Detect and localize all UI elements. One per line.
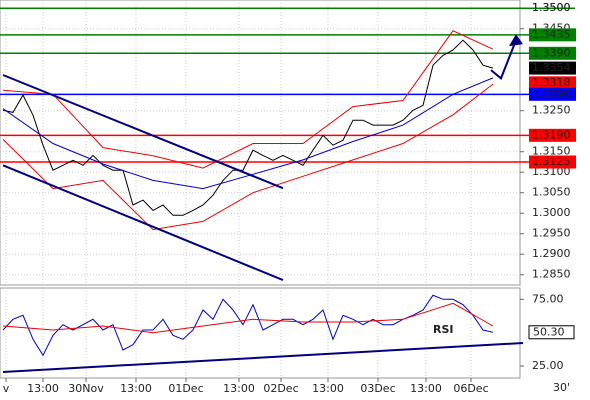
x-tick-label: v — [3, 382, 10, 395]
x-tick-label: 13:00 — [27, 382, 59, 395]
series-line — [2, 74, 284, 190]
level-label: 1.3354 — [532, 61, 571, 74]
series-line — [2, 39, 494, 216]
timeframe: 30' — [553, 381, 570, 394]
level-label: 1.3390 — [532, 46, 571, 59]
last-value-box — [528, 325, 575, 340]
series-line — [2, 30, 494, 169]
arrow-head — [509, 34, 523, 47]
y-tick-label: 1.2900 — [532, 247, 571, 260]
x-tick-label: 02Dec — [263, 382, 298, 395]
x-tick-label: 30Nov — [68, 382, 104, 395]
level-label: 1.3435 — [532, 28, 571, 41]
y-tick-label: 1.3150 — [532, 145, 571, 158]
x-tick-label: 13:00 — [410, 382, 442, 395]
series-line — [2, 302, 494, 334]
level-label: 1.3125 — [532, 155, 571, 168]
series-line — [2, 77, 494, 190]
series-line — [2, 342, 524, 373]
level-box — [529, 128, 576, 142]
price-panel — [0, 0, 521, 286]
level-box — [529, 61, 576, 75]
x-tick-label: 13:00 — [120, 382, 152, 395]
x-tick-label: 01Dec — [168, 382, 203, 395]
level-box — [529, 76, 576, 90]
x-tick-label: 13:00 — [223, 382, 255, 395]
x-tick-label: 06Dec — [453, 382, 488, 395]
level-label: 1.3190 — [532, 128, 571, 141]
level-box — [529, 46, 576, 60]
level-box — [529, 155, 576, 169]
rsi-panel — [0, 287, 521, 379]
level-label: 1.3290 — [532, 87, 571, 100]
series-line — [2, 83, 494, 231]
series-line — [2, 164, 284, 282]
y-tick-label: 1.3050 — [532, 186, 571, 199]
level-box — [529, 87, 576, 101]
level-label: 1.3318 — [532, 76, 571, 89]
y-tick-label: 75.00 — [532, 292, 564, 305]
y-tick-label: 25.00 — [532, 359, 564, 372]
series-line — [490, 39, 517, 80]
x-tick-label: 03Dec — [360, 382, 395, 395]
y-tick-label: 1.2850 — [532, 268, 571, 281]
level-label: 1.3500 — [532, 1, 571, 14]
series-line — [2, 294, 494, 357]
y-tick-label: 1.3000 — [532, 206, 571, 219]
plot-layer: 1.35001.34501.32501.31501.31001.30501.30… — [0, 0, 576, 395]
last-value-label: 50.30 — [533, 325, 565, 338]
y-tick-label: 1.3100 — [532, 165, 571, 178]
y-tick-label: 1.2950 — [532, 227, 571, 240]
panel-label: RSI — [433, 323, 454, 336]
level-box — [529, 28, 576, 42]
y-tick-label: 1.3250 — [532, 104, 571, 117]
x-tick-label: 13:00 — [312, 382, 344, 395]
